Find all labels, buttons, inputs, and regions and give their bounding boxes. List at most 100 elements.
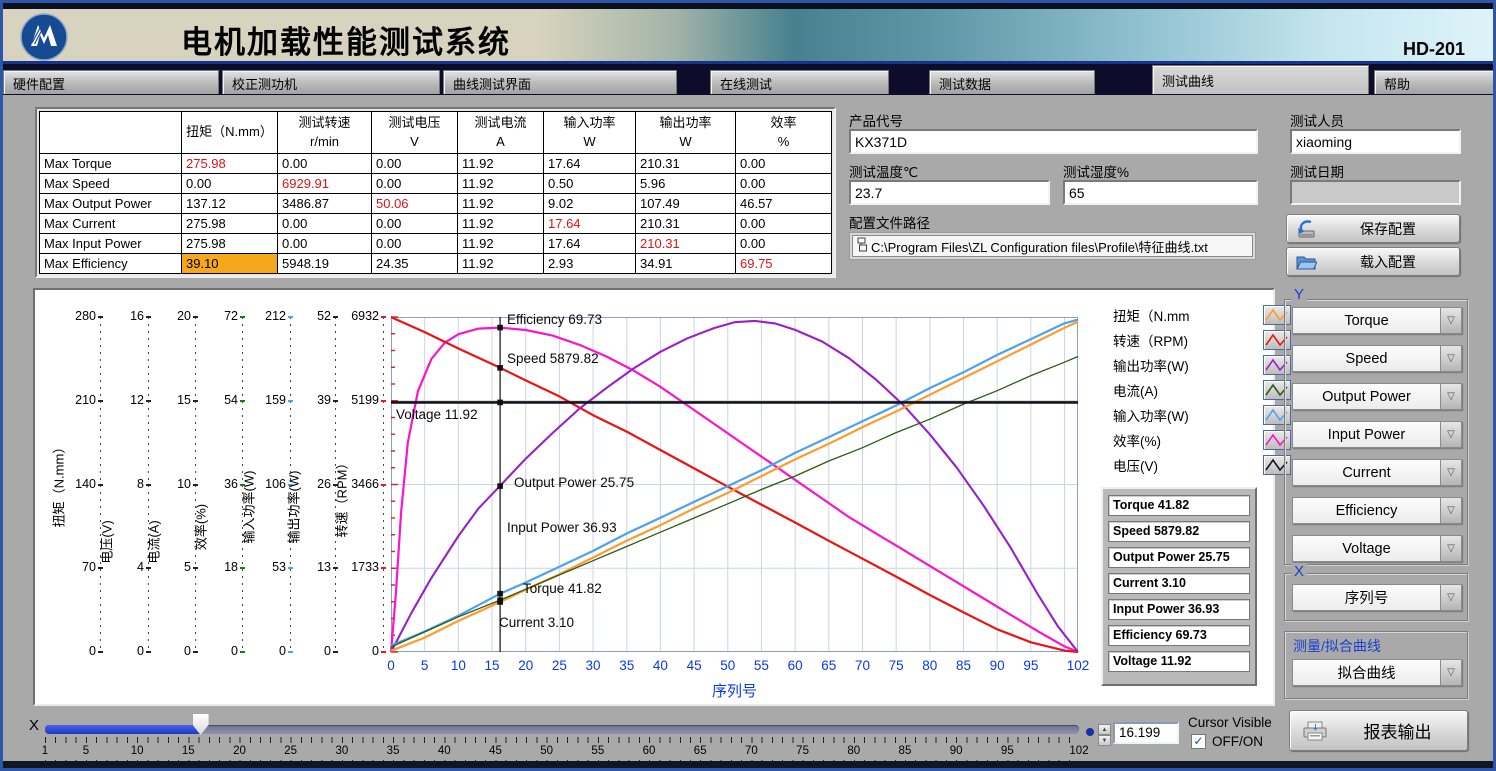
humidity-field[interactable]: 65	[1063, 180, 1258, 205]
fit-curve-selector[interactable]: 拟合曲线 ▽	[1292, 659, 1462, 686]
selector-value: Input Power	[1292, 421, 1441, 448]
x-axis-tick-label: 65	[821, 658, 837, 673]
x-slider-track[interactable]	[45, 725, 1079, 734]
y-axis-selector-voltage[interactable]: Voltage ▽	[1292, 535, 1462, 562]
cursor-visible-label: Cursor Visible	[1188, 715, 1272, 730]
tab-5[interactable]: 测试数据	[929, 70, 1095, 94]
x-slider-fill	[45, 725, 201, 734]
slider-tick-label: 20	[233, 745, 246, 757]
x-axis-tick-label: 20	[518, 658, 534, 673]
tester-field[interactable]: xiaoming	[1290, 129, 1461, 154]
cursor-value-panel: Torque 41.82 Speed 5879.82 Output Power 25…	[1101, 487, 1257, 686]
report-output-label: 报表输出	[1363, 723, 1432, 742]
chevron-down-icon[interactable]: ▽	[1441, 421, 1462, 448]
header-line1: 扭矩（N.mm）	[186, 124, 273, 140]
tab-7[interactable]: 帮助	[1374, 70, 1493, 94]
row-label-cell: Max Current	[39, 213, 182, 234]
value-cell: 275.98	[181, 213, 278, 234]
y-axis-tick-label: 0	[324, 644, 331, 658]
cursor-value-box: Torque 41.82	[1108, 495, 1250, 516]
report-output-button[interactable]: 报表输出	[1289, 710, 1468, 751]
chevron-down-icon[interactable]: ▽	[1441, 345, 1462, 372]
config-path-field[interactable]: C:\Program Files\ZL Configuration files\…	[849, 232, 1256, 260]
tab-6[interactable]: 测试曲线	[1152, 65, 1369, 94]
y-axis-tick-label: 12	[130, 392, 144, 407]
y-axis-selector-torque[interactable]: Torque ▽	[1292, 307, 1462, 334]
tab-3[interactable]: 曲线测试界面	[443, 70, 677, 94]
value-cell: 0.00	[735, 213, 832, 234]
y-selector-group	[1284, 299, 1468, 565]
x-axis-tick-label: 50	[720, 658, 736, 673]
header-line1: 效率	[770, 115, 797, 131]
step-up-icon[interactable]: ▲	[1098, 724, 1111, 735]
chevron-down-icon[interactable]: ▽	[1441, 497, 1462, 524]
y-axis-major-tick	[333, 483, 338, 486]
legend-label: 输入功率(W)	[1113, 409, 1189, 424]
chevron-down-icon[interactable]: ▽	[1441, 535, 1462, 562]
header-line2: r/min	[310, 133, 339, 149]
y-axis-tick-label: 52	[317, 309, 331, 323]
cursor-x-value-field[interactable]: 16.199	[1113, 722, 1179, 744]
row-label-cell: Max Output Power	[39, 193, 182, 214]
value-cell: 0.00	[371, 213, 458, 234]
y-axis-tick-label: 0	[184, 644, 191, 658]
y-axis-tick-label: 13	[317, 560, 331, 575]
temperature-field[interactable]: 23.7	[849, 180, 1050, 205]
x-axis-tick-label: 70	[854, 658, 870, 673]
table-header-cell: 输出功率 W	[635, 111, 736, 154]
chevron-down-icon[interactable]: ▽	[1441, 307, 1462, 334]
tab-2[interactable]: 校正测功机	[222, 70, 440, 94]
table-header-cell: 扭矩（N.mm）	[181, 111, 278, 154]
selector-value: Output Power	[1292, 383, 1441, 410]
chevron-down-icon[interactable]: ▽	[1441, 584, 1462, 611]
model-number: HD-201	[1402, 39, 1465, 59]
legend-label: 效率(%)	[1113, 434, 1161, 449]
step-down-icon[interactable]: ▼	[1098, 735, 1111, 746]
legend-label: 输出功率(W)	[1113, 359, 1189, 374]
humidity-label: 测试湿度%	[1063, 165, 1130, 180]
value-cell: 137.12	[181, 193, 278, 214]
legend-row: 电流(A)	[1113, 379, 1291, 401]
y-axis-major-tick	[240, 399, 245, 402]
x-axis-selector[interactable]: 序列号 ▽	[1292, 584, 1462, 611]
value-cell: 0.00	[371, 153, 458, 174]
y-axis-selector-efficiency[interactable]: Efficiency ▽	[1292, 497, 1462, 524]
value-cell: 5.96	[635, 173, 736, 194]
y-axis-selector-current[interactable]: Current ▽	[1292, 459, 1462, 486]
y-axis-tick-label: 0	[372, 644, 379, 658]
chevron-down-icon[interactable]: ▽	[1441, 659, 1462, 686]
x-slider-thumb[interactable]	[192, 714, 209, 735]
cursor-visible-checkbox[interactable]: ✓	[1191, 734, 1206, 749]
config-path-text: C:\Program Files\ZL Configuration files\…	[871, 239, 1208, 255]
tab-1[interactable]: 硬件配置	[3, 70, 219, 94]
y-axis-major-tick	[146, 399, 151, 402]
table-row: Max Speed 0.00 6929.91 0.00 11.92 0.50 5.96 0.0…	[39, 173, 832, 194]
cursor-marker	[497, 365, 503, 371]
y-axis-major-tick	[146, 316, 151, 318]
table-header-cell: 输入功率 W	[543, 111, 636, 154]
tab-4[interactable]: 在线测试	[710, 70, 889, 94]
slider-tick-label: 75	[796, 745, 809, 757]
y-axis-selector-speed[interactable]: Speed ▽	[1292, 345, 1462, 372]
y-axis-major-tick	[288, 567, 293, 570]
x-axis-tick-label: 35	[619, 658, 635, 673]
chart-plot[interactable]: Efficiency 69.73 Speed 5879.82 Voltage 11.…	[389, 312, 1079, 654]
slider-tick-label: 60	[642, 745, 656, 757]
y-axis-selector-output-power[interactable]: Output Power ▽	[1292, 383, 1462, 410]
test-date-field[interactable]	[1290, 180, 1461, 205]
cursor-value-box: Efficiency 69.73	[1108, 625, 1250, 646]
cursor-x-stepper[interactable]: ▲ ▼	[1098, 724, 1111, 746]
cursor-value-box: Input Power 36.93	[1108, 599, 1250, 620]
chevron-down-icon[interactable]: ▽	[1441, 383, 1462, 410]
y-axis-tick-label: 36	[224, 476, 238, 491]
value-cell: 0.00	[181, 173, 278, 194]
product-code-field[interactable]: KX371D	[849, 129, 1258, 154]
value-cell: 11.92	[457, 153, 544, 174]
save-config-button[interactable]: 保存配置	[1286, 214, 1460, 243]
y-axis-selector-input-power[interactable]: Input Power ▽	[1292, 421, 1462, 448]
y-axis-tick-label: 106	[265, 476, 286, 491]
legend-label: 转速（RPM)	[1113, 334, 1188, 349]
chevron-down-icon[interactable]: ▽	[1441, 459, 1462, 486]
window-bottom-edge	[3, 761, 1493, 768]
load-config-button[interactable]: 载入配置	[1286, 247, 1460, 276]
